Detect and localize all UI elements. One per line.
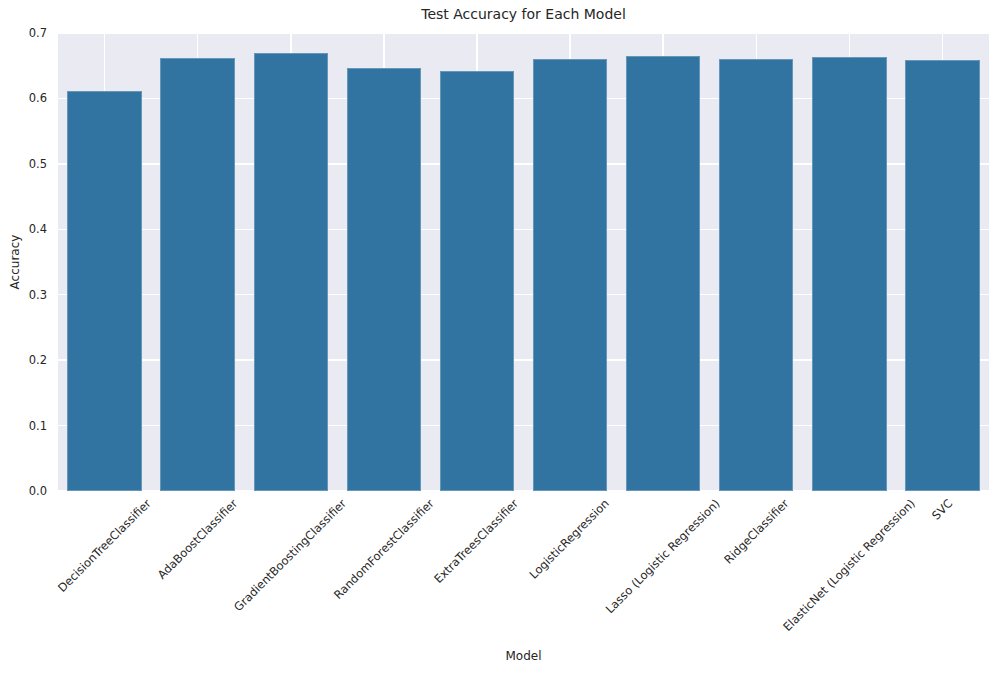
bar [626,56,700,491]
y-tick-label: 0.3 [0,288,47,302]
y-tick-label: 0.4 [0,222,47,236]
y-tick-label: 0.6 [0,91,47,105]
y-tick-label: 0.0 [0,484,47,498]
x-tick-label: DecisionTreeClassifier [56,497,154,595]
x-tick-label: LogisticRegression [528,497,613,582]
bar [719,59,793,491]
x-tick-label: SVC [930,497,956,523]
x-axis-label: Model [58,649,989,663]
x-tick-label: Lasso (Logistic Regression) [604,497,723,616]
plot-area [58,33,989,491]
chart-title: Test Accuracy for Each Model [58,6,989,22]
x-tick-label: RidgeClassifier [722,497,792,567]
bar [440,71,514,491]
y-tick-label: 0.5 [0,157,47,171]
x-tick-label: AdaBoostClassifier [155,497,240,582]
bar [67,91,141,491]
y-tick-label: 0.7 [0,26,47,40]
x-tick-label: RandomForestClassifier [332,497,437,602]
bar [160,58,234,491]
x-tick-label: GradientBoostingClassifier [232,497,349,614]
bar [812,57,886,491]
x-tick-label: ElasticNet (Logistic Regression) [781,497,918,634]
bar [347,68,421,491]
bar [533,59,607,491]
bar [254,53,328,491]
y-axis-label: Accuracy [8,235,22,290]
y-tick-label: 0.2 [0,353,47,367]
bar [905,60,979,491]
x-tick-label: ExtraTreesClassifier [432,497,521,586]
figure: Test Accuracy for Each Model Accuracy 0.… [0,0,998,680]
y-tick-label: 0.1 [0,419,47,433]
